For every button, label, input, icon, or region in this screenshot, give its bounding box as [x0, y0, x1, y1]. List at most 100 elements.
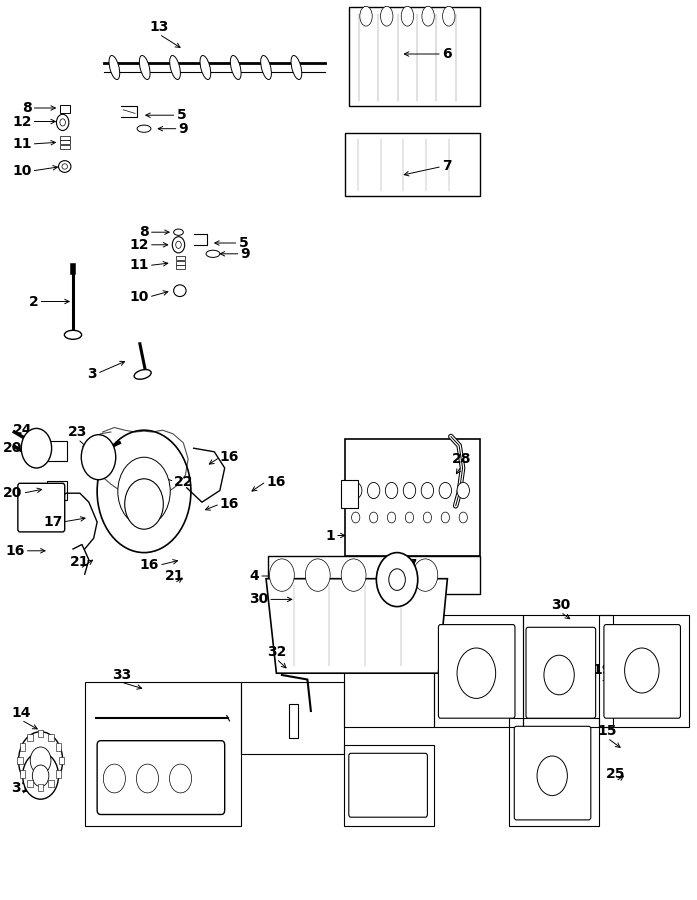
Polygon shape	[348, 7, 480, 106]
Bar	[240, 682, 344, 754]
Text: 18: 18	[439, 643, 459, 657]
Circle shape	[439, 482, 452, 499]
Bar	[86, 682, 240, 826]
Bar	[20, 743, 25, 751]
Circle shape	[125, 479, 163, 529]
FancyBboxPatch shape	[348, 753, 427, 817]
Text: 10: 10	[13, 164, 31, 178]
Bar	[38, 784, 43, 791]
Ellipse shape	[62, 164, 68, 169]
Text: 21: 21	[164, 569, 184, 583]
Circle shape	[406, 512, 413, 523]
Text: 8: 8	[22, 101, 31, 115]
Bar	[56, 770, 61, 778]
Bar	[176, 266, 185, 269]
Text: 16: 16	[266, 474, 286, 489]
Ellipse shape	[137, 125, 151, 132]
Circle shape	[457, 648, 496, 698]
Text: 1: 1	[325, 528, 335, 543]
Bar	[434, 615, 523, 727]
Text: 9: 9	[240, 247, 250, 261]
Text: 10: 10	[130, 290, 149, 304]
Bar	[56, 743, 61, 751]
Bar	[523, 615, 613, 727]
Text: 30: 30	[249, 592, 268, 607]
Text: 12: 12	[130, 238, 149, 252]
Bar	[60, 145, 70, 148]
Circle shape	[457, 482, 470, 499]
Ellipse shape	[134, 370, 151, 379]
Text: 5: 5	[176, 108, 186, 122]
Text: 11: 11	[12, 137, 31, 151]
Circle shape	[385, 482, 398, 499]
Bar	[289, 704, 298, 738]
Bar	[176, 256, 185, 260]
Circle shape	[305, 559, 330, 591]
Circle shape	[172, 237, 185, 253]
Text: 26: 26	[452, 698, 471, 713]
Text: 20: 20	[3, 486, 23, 500]
Circle shape	[404, 482, 415, 499]
Ellipse shape	[401, 6, 413, 26]
Bar	[47, 481, 67, 500]
Circle shape	[169, 764, 192, 793]
Circle shape	[270, 559, 294, 591]
Circle shape	[349, 482, 362, 499]
Text: 32: 32	[267, 644, 286, 659]
Circle shape	[625, 648, 659, 693]
Ellipse shape	[261, 56, 271, 79]
Circle shape	[441, 512, 450, 523]
Bar	[48, 734, 54, 741]
Text: 9: 9	[178, 122, 188, 136]
Circle shape	[367, 482, 380, 499]
Bar	[60, 140, 70, 144]
Circle shape	[22, 428, 52, 468]
Circle shape	[351, 512, 360, 523]
Text: 29: 29	[376, 769, 395, 783]
Ellipse shape	[174, 230, 183, 236]
Text: 30: 30	[551, 598, 570, 612]
Ellipse shape	[291, 56, 302, 79]
Ellipse shape	[381, 6, 393, 26]
Bar	[344, 745, 434, 826]
Ellipse shape	[59, 160, 71, 173]
Text: 16: 16	[6, 544, 24, 558]
Text: 14: 14	[12, 706, 31, 720]
Text: 28: 28	[452, 452, 471, 466]
Circle shape	[423, 512, 431, 523]
Ellipse shape	[109, 56, 120, 79]
Circle shape	[413, 559, 438, 591]
Circle shape	[32, 765, 49, 787]
Text: 4: 4	[250, 569, 259, 583]
Ellipse shape	[169, 56, 181, 79]
Bar	[599, 615, 689, 727]
Circle shape	[19, 732, 63, 789]
Circle shape	[369, 512, 378, 523]
Bar	[27, 780, 33, 788]
Text: 17: 17	[43, 515, 63, 529]
Bar	[60, 105, 70, 113]
FancyBboxPatch shape	[604, 625, 680, 718]
Bar	[342, 480, 358, 508]
Ellipse shape	[200, 56, 210, 79]
Bar	[60, 136, 70, 140]
Text: 31: 31	[12, 780, 31, 795]
Circle shape	[376, 553, 418, 607]
Bar	[17, 757, 23, 764]
Bar	[176, 261, 185, 265]
Text: 16: 16	[220, 497, 239, 511]
Bar	[510, 718, 599, 826]
Circle shape	[137, 764, 158, 793]
FancyBboxPatch shape	[97, 741, 224, 814]
Text: 8: 8	[139, 225, 149, 239]
Circle shape	[60, 119, 66, 126]
Text: 3: 3	[88, 366, 97, 381]
Bar	[59, 757, 64, 764]
Ellipse shape	[422, 6, 434, 26]
Polygon shape	[345, 133, 480, 196]
FancyBboxPatch shape	[526, 627, 596, 718]
Circle shape	[30, 747, 51, 774]
Text: 25: 25	[606, 767, 625, 781]
Polygon shape	[266, 579, 447, 673]
Bar	[27, 734, 33, 741]
